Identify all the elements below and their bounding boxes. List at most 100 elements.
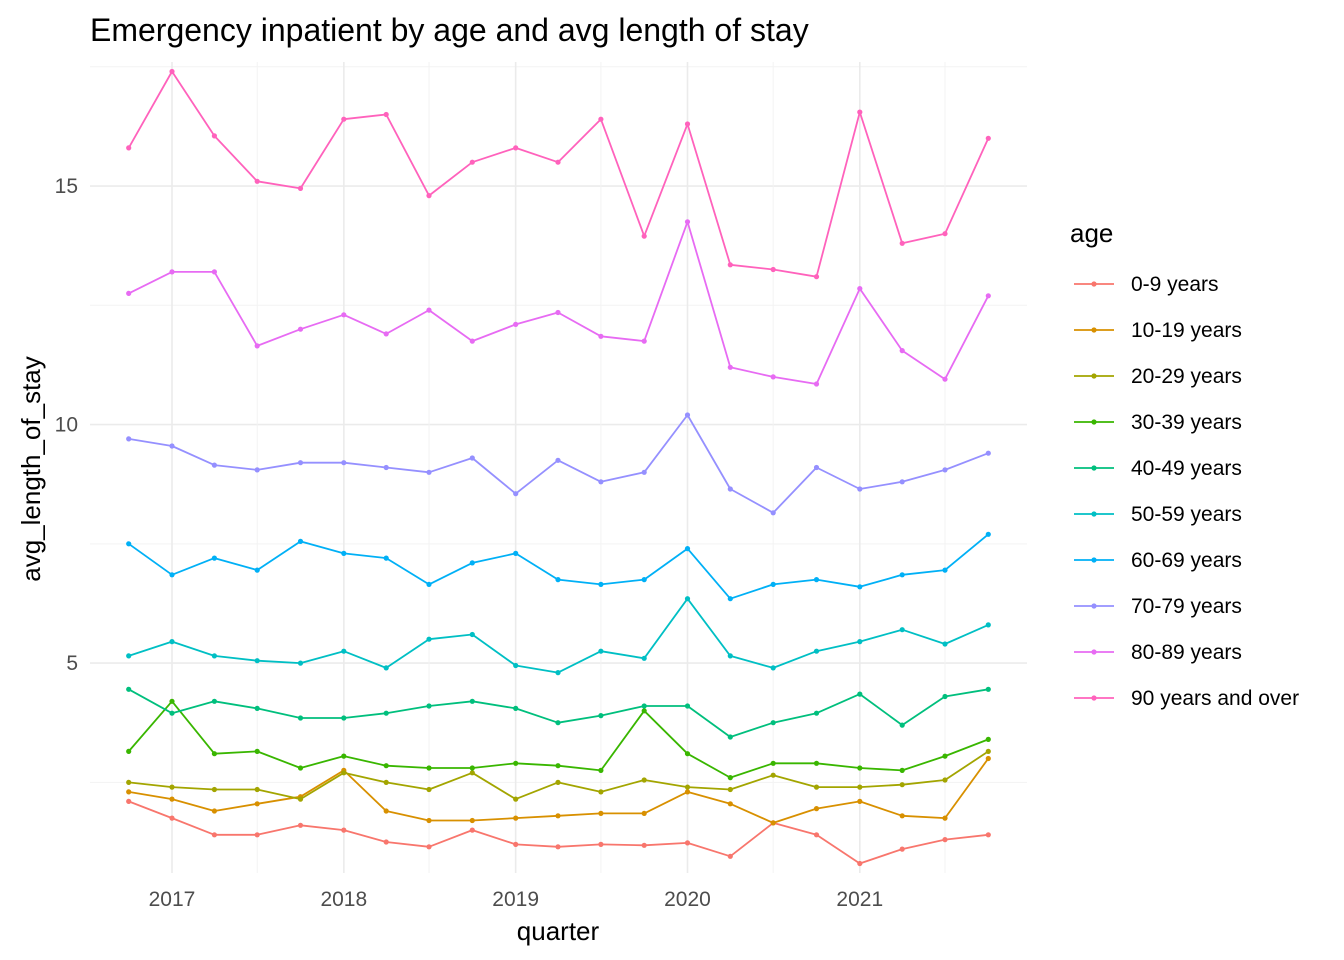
data-point [985,531,991,537]
data-point [126,290,132,296]
data-point [211,133,217,139]
data-point [598,841,604,848]
data-point [727,653,733,659]
data-point [211,808,217,814]
data-point [426,844,432,850]
legend-label: 70-79 years [1131,595,1242,618]
data-point [126,653,132,659]
data-point [899,348,905,354]
data-point [169,784,175,790]
series-6 [126,596,991,676]
data-point [899,846,905,852]
data-point [684,789,691,795]
data-point [297,185,304,191]
data-point [598,581,604,588]
data-point [169,815,175,821]
data-point [770,510,776,516]
data-point [341,715,347,721]
data-point [383,464,389,471]
legend-label: 20-29 years [1131,365,1242,388]
data-point [341,116,347,122]
data-point [813,648,820,654]
data-point [211,653,217,659]
legend-item: 60-69 years [1074,549,1242,572]
data-point [469,698,475,704]
legend-key-point [1091,511,1097,517]
data-point [899,627,905,633]
data-point [641,469,647,475]
data-point [770,760,776,766]
data-point [942,376,948,382]
legend-item: 90 years and over [1074,687,1299,710]
data-point [126,789,132,795]
data-point [169,698,175,704]
data-point [169,639,175,645]
data-point [770,720,776,726]
data-point [857,584,863,590]
data-point [254,832,260,838]
data-point [899,722,905,728]
series-3 [126,748,991,802]
data-point [813,274,820,280]
data-point [341,753,347,759]
data-point [383,839,389,845]
legend-label: 80-89 years [1131,641,1242,664]
data-point [598,116,604,122]
data-point [641,577,647,583]
data-point [857,765,863,771]
data-point [513,662,519,669]
data-point [555,577,561,583]
data-point [513,796,519,802]
data-point [985,135,991,141]
data-point [684,751,691,757]
data-point [254,178,260,184]
data-point [598,767,604,774]
data-point [469,159,475,165]
legend-key-point [1091,695,1097,701]
data-point [426,765,432,771]
data-point [857,639,863,645]
data-point [641,777,647,783]
data-point [684,784,691,790]
data-point [857,691,863,697]
data-point [426,786,432,793]
legend-label: 30-39 years [1131,411,1242,434]
series-2 [126,755,991,826]
data-point [126,436,132,442]
data-point [985,748,991,755]
data-point [813,832,820,838]
data-point [169,710,175,716]
data-point [469,560,475,566]
data-point [297,796,304,802]
data-point [426,307,432,313]
legend-item: 30-39 years [1074,411,1242,434]
data-point [469,631,475,638]
data-point [813,806,820,812]
data-point [985,293,991,299]
data-point [383,331,389,337]
data-point [857,286,863,292]
data-point [857,860,863,867]
data-point [985,450,991,456]
series-7 [126,531,991,602]
data-point [985,832,991,838]
legend-label: 90 years and over [1131,687,1299,710]
data-point [684,703,691,709]
legend-key-point [1091,557,1097,563]
data-point [383,808,389,814]
axis-layer: 5 10 15 2017 2018 2019 2020 2021 [55,175,884,911]
legend-label: 40-49 years [1131,457,1242,480]
legend: age 0-9 years 10-19 years 20-29 years 30-39… [1070,218,1299,710]
data-point [942,693,948,700]
x-tick-label: 2019 [492,888,539,911]
legend-title: age [1070,218,1113,248]
data-point [770,266,776,273]
data-point [727,486,733,492]
legend-key-point [1091,649,1097,655]
data-point [297,715,304,721]
data-point [985,736,991,743]
series-4 [126,698,991,781]
data-point [899,572,905,578]
x-tick-label: 2017 [149,888,196,911]
legend-item: 0-9 years [1074,273,1219,296]
